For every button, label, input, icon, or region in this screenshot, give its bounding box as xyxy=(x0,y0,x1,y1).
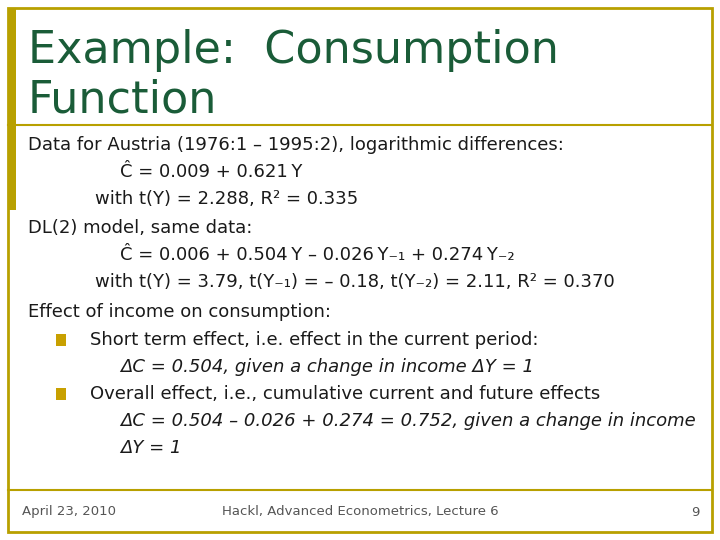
Text: ΔC = 0.504 – 0.026 + 0.274 = 0.752, given a change in income: ΔC = 0.504 – 0.026 + 0.274 = 0.752, give… xyxy=(120,412,696,430)
Text: Data for Austria (1976:1 – 1995:2), logarithmic differences:: Data for Austria (1976:1 – 1995:2), loga… xyxy=(28,136,564,154)
Text: Effect of income on consumption:: Effect of income on consumption: xyxy=(28,303,331,321)
Text: Ĉ = 0.009 + 0.621 Y: Ĉ = 0.009 + 0.621 Y xyxy=(120,163,302,181)
Text: Ĉ = 0.006 + 0.504 Y – 0.026 Y₋₁ + 0.274 Y₋₂: Ĉ = 0.006 + 0.504 Y – 0.026 Y₋₁ + 0.274 … xyxy=(120,246,515,264)
Bar xyxy=(56,334,66,346)
Text: Overall effect, i.e., cumulative current and future effects: Overall effect, i.e., cumulative current… xyxy=(90,385,600,403)
Text: April 23, 2010: April 23, 2010 xyxy=(22,505,116,518)
Text: Short term effect, i.e. effect in the current period:: Short term effect, i.e. effect in the cu… xyxy=(90,331,539,349)
Text: with t(Y) = 2.288, R² = 0.335: with t(Y) = 2.288, R² = 0.335 xyxy=(95,190,359,208)
Bar xyxy=(56,388,66,400)
Bar xyxy=(8,8,16,210)
Text: 9: 9 xyxy=(692,505,700,518)
Text: Example:  Consumption: Example: Consumption xyxy=(28,29,559,71)
Text: ΔC = 0.504, given a change in income ΔY = 1: ΔC = 0.504, given a change in income ΔY … xyxy=(120,358,534,376)
Text: DL(2) model, same data:: DL(2) model, same data: xyxy=(28,219,253,237)
Text: Function: Function xyxy=(28,78,217,122)
Text: with t(Y) = 3.79, t(Y₋₁) = – 0.18, t(Y₋₂) = 2.11, R² = 0.370: with t(Y) = 3.79, t(Y₋₁) = – 0.18, t(Y₋₂… xyxy=(95,273,615,291)
Text: ΔY = 1: ΔY = 1 xyxy=(120,439,181,457)
Text: Hackl, Advanced Econometrics, Lecture 6: Hackl, Advanced Econometrics, Lecture 6 xyxy=(222,505,498,518)
